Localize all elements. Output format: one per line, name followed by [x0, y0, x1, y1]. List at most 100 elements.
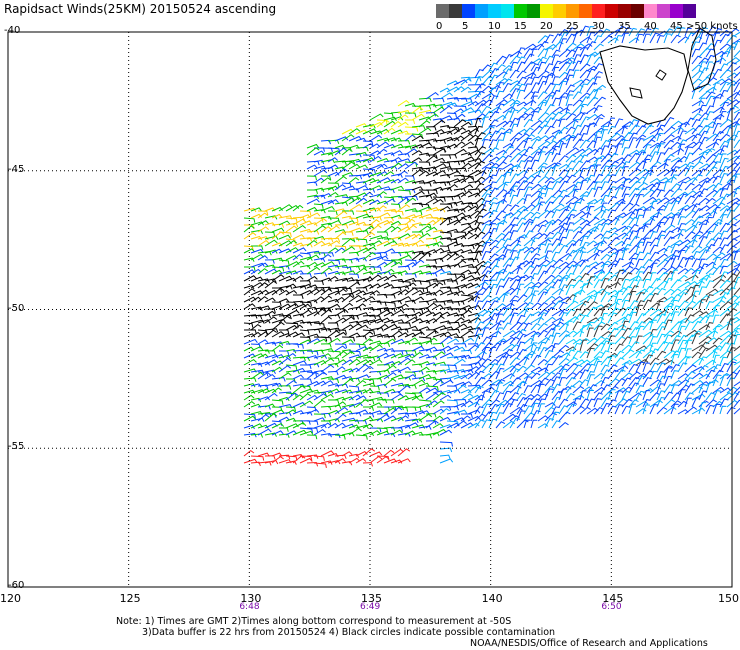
wind-barb	[376, 205, 387, 212]
wind-barb	[467, 192, 481, 198]
wind-barb	[439, 264, 452, 269]
wind-barb	[614, 269, 624, 282]
wind-barb	[411, 157, 423, 163]
wind-barb	[341, 210, 355, 215]
wind-barb	[642, 196, 657, 205]
wind-barb	[502, 373, 515, 380]
wind-barb	[509, 312, 519, 324]
wind-barb	[614, 357, 625, 366]
wind-barb	[684, 267, 695, 275]
wind-barb	[726, 294, 739, 303]
wind-barb	[425, 192, 437, 198]
wind-barb	[691, 372, 704, 380]
wind-barb	[579, 325, 588, 338]
wind-barb	[418, 271, 433, 276]
wind-barb	[579, 314, 589, 324]
wind-barb	[327, 199, 339, 205]
colorbar-swatch	[553, 4, 566, 18]
wind-barb	[572, 405, 585, 415]
wind-barb	[719, 43, 731, 51]
wind-barb	[544, 350, 554, 359]
colorbar-tick-label: 5	[462, 21, 469, 32]
wind-barb	[530, 138, 541, 149]
wind-barb	[572, 188, 580, 198]
wind-barb	[698, 47, 711, 58]
wind-barb	[453, 381, 467, 387]
wind-barb	[572, 330, 585, 338]
wind-barb	[733, 219, 740, 226]
wind-barb	[656, 340, 668, 352]
wind-barb	[600, 218, 612, 226]
wind-barb	[586, 347, 595, 359]
wind-barb	[607, 37, 619, 44]
wind-barb	[257, 296, 269, 303]
wind-barb	[348, 427, 362, 436]
wind-barb	[635, 408, 647, 415]
wind-barb	[453, 243, 465, 248]
wind-barb	[481, 139, 489, 149]
wind-barb	[642, 271, 653, 282]
wind-barb	[719, 98, 732, 107]
wind-barb	[712, 369, 724, 380]
wind-barb	[586, 202, 594, 212]
wind-barb	[474, 215, 483, 226]
wind-barb	[306, 333, 320, 338]
wind-barb	[432, 351, 446, 359]
wind-barb	[572, 350, 582, 359]
wind-barb	[614, 135, 626, 142]
wind-barb	[551, 349, 565, 359]
wind-barb	[285, 222, 299, 228]
wind-barb	[397, 458, 411, 464]
wind-barb	[705, 203, 719, 212]
wind-barb	[677, 176, 692, 184]
wind-barb	[257, 349, 270, 354]
wind-barb	[509, 275, 522, 282]
wind-barb	[369, 300, 382, 305]
wind-barb	[558, 169, 569, 177]
wind-barb	[404, 395, 420, 401]
wind-barb	[544, 385, 555, 394]
wind-barb	[649, 302, 661, 310]
wind-barb	[530, 58, 543, 65]
wind-barb	[502, 383, 514, 394]
wind-barb	[733, 59, 740, 65]
wind-barb	[537, 192, 546, 205]
wind-barb	[523, 186, 533, 198]
wind-barb	[537, 111, 550, 121]
wind-barb	[397, 140, 411, 145]
wind-barb	[306, 239, 318, 247]
wind-barb	[656, 209, 664, 219]
wind-barb	[565, 356, 578, 366]
wind-barb	[495, 392, 505, 401]
wind-barb	[334, 247, 346, 254]
wind-barb	[565, 84, 575, 93]
wind-barb	[691, 41, 700, 51]
wind-barb	[348, 419, 360, 424]
wind-barb	[558, 107, 570, 114]
wind-barb	[376, 137, 390, 142]
wind-barb	[453, 174, 466, 180]
wind-barb	[383, 301, 396, 307]
wind-barb	[628, 326, 640, 338]
wind-barb	[565, 33, 576, 44]
wind-barb	[257, 339, 269, 345]
wind-barb	[453, 248, 465, 254]
wind-barb	[719, 222, 730, 233]
wind-barb	[397, 265, 411, 271]
wind-barb	[551, 396, 562, 408]
wind-barb	[509, 224, 519, 233]
wind-barb	[628, 37, 640, 44]
wind-barb	[334, 175, 348, 184]
wind-barb	[433, 280, 446, 285]
wind-barb	[250, 433, 264, 438]
wind-barb	[488, 308, 499, 317]
wind-barb	[348, 358, 361, 366]
wind-barb	[474, 274, 489, 282]
wind-barb	[369, 344, 383, 352]
wind-barb	[383, 294, 396, 299]
wind-barb	[537, 238, 552, 247]
wind-barb	[397, 332, 409, 338]
wind-barb	[313, 280, 324, 286]
wind-barb	[691, 333, 701, 345]
wind-barb	[558, 138, 566, 149]
